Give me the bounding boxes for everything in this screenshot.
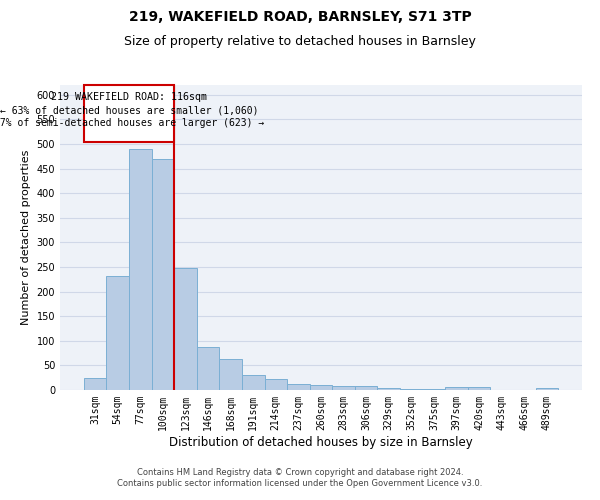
Bar [468, 387, 490, 390]
Bar [536, 388, 558, 390]
Y-axis label: Number of detached properties: Number of detached properties [21, 150, 31, 325]
Bar [106, 276, 129, 390]
Bar [197, 346, 220, 390]
Bar [422, 389, 445, 390]
X-axis label: Distribution of detached houses by size in Barnsley: Distribution of detached houses by size … [169, 436, 473, 448]
Bar [265, 379, 287, 390]
Text: 219 WAKEFIELD ROAD: 116sqm: 219 WAKEFIELD ROAD: 116sqm [51, 92, 207, 102]
Bar [310, 384, 332, 390]
Text: Size of property relative to detached houses in Barnsley: Size of property relative to detached ho… [124, 35, 476, 48]
Bar [152, 159, 174, 390]
Bar [129, 149, 152, 390]
Bar [355, 386, 377, 390]
Text: 219, WAKEFIELD ROAD, BARNSLEY, S71 3TP: 219, WAKEFIELD ROAD, BARNSLEY, S71 3TP [128, 10, 472, 24]
Text: Contains HM Land Registry data © Crown copyright and database right 2024.
Contai: Contains HM Land Registry data © Crown c… [118, 468, 482, 487]
Bar [332, 386, 355, 390]
Bar [174, 268, 197, 390]
Text: 37% of semi-detached houses are larger (623) →: 37% of semi-detached houses are larger (… [0, 118, 264, 128]
Bar [400, 389, 422, 390]
Bar [242, 375, 265, 390]
Text: ← 63% of detached houses are smaller (1,060): ← 63% of detached houses are smaller (1,… [0, 106, 258, 116]
Bar [84, 378, 106, 390]
Bar [377, 388, 400, 390]
Bar [220, 359, 242, 390]
Bar [287, 384, 310, 390]
Bar [445, 387, 468, 390]
FancyBboxPatch shape [84, 85, 174, 141]
